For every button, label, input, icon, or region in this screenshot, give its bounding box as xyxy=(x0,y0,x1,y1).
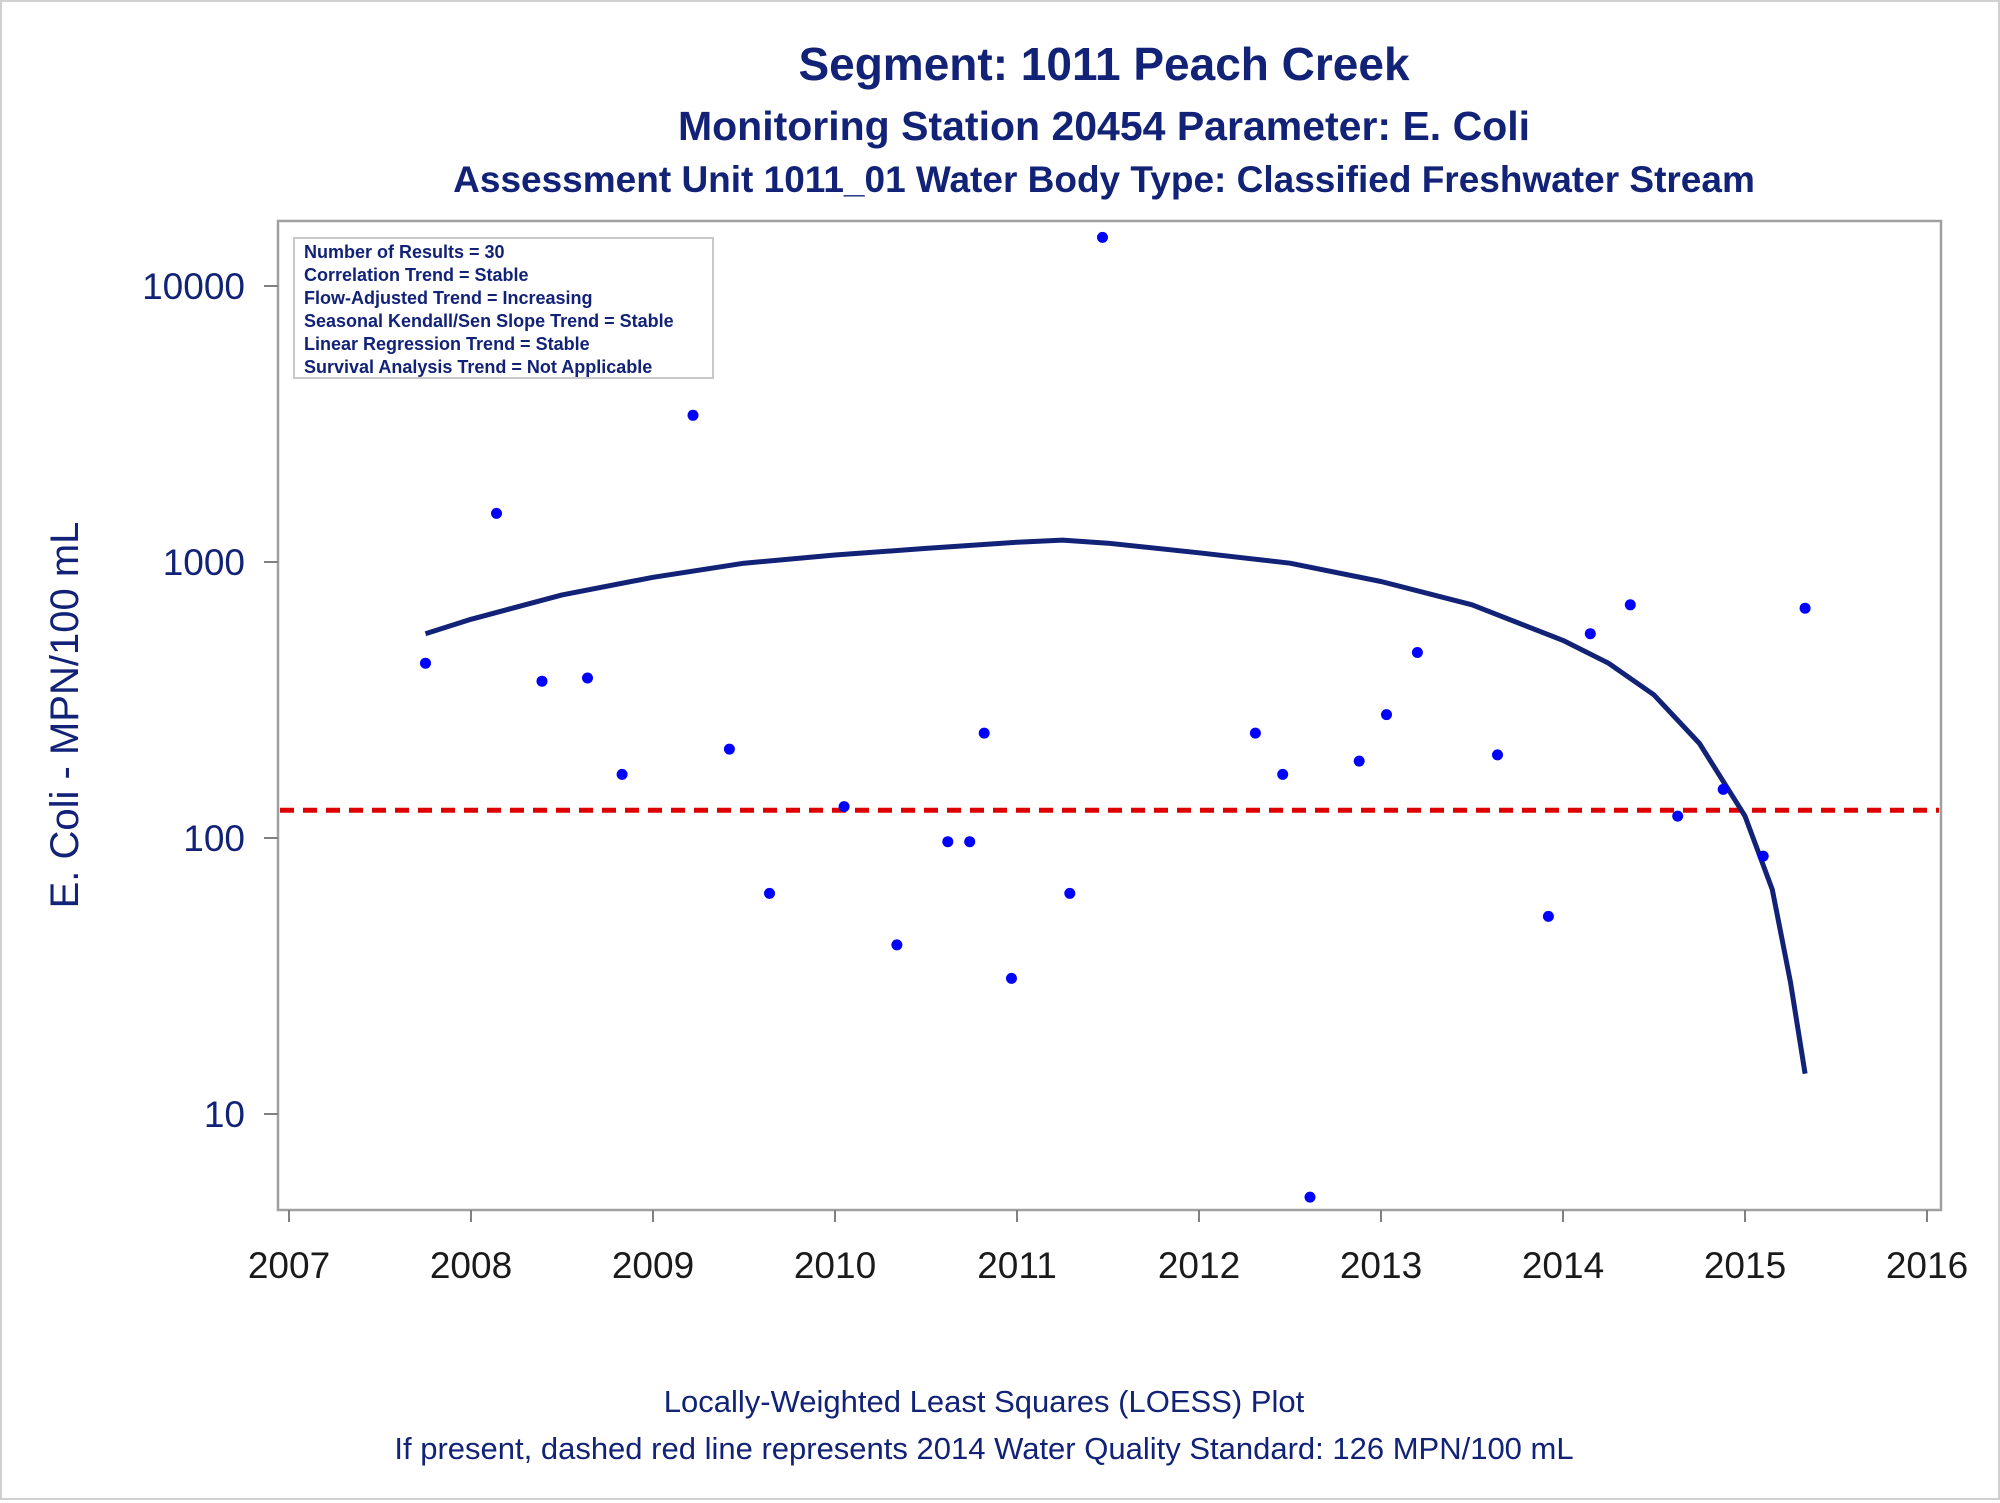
footnote-1: Locally-Weighted Least Squares (LOESS) P… xyxy=(664,1384,1305,1419)
x-tick-label-2008: 2008 xyxy=(430,1245,512,1286)
data-point-23 xyxy=(1492,749,1503,761)
data-point-1 xyxy=(420,657,431,669)
x-tick-label-2016: 2016 xyxy=(1886,1245,1968,1286)
chart-title: Segment: 1011 Peach Creek xyxy=(798,38,1410,90)
plot-area xyxy=(276,219,1943,1212)
loess-line xyxy=(424,537,1808,1075)
stats-line-6: Survival Analysis Trend = Not Applicable xyxy=(304,357,652,377)
stats-box-border xyxy=(293,237,714,379)
x-axis: 2007 2008 2009 2010 2011 2012 2013 2014 2015 2016 xyxy=(248,1210,1968,1286)
data-point-14 xyxy=(1006,972,1017,984)
y-tick-label-10000: 10000 xyxy=(142,266,245,307)
data-point-10 xyxy=(891,939,903,951)
x-tick-label-2010: 2010 xyxy=(794,1245,876,1286)
data-point-6 xyxy=(687,409,699,421)
x-tick-label-2007: 2007 xyxy=(248,1245,330,1286)
data-point-22 xyxy=(1411,647,1423,658)
data-point-20 xyxy=(1353,755,1365,767)
data-point-21 xyxy=(1381,709,1392,721)
data-point-16 xyxy=(1097,231,1108,243)
data-point-9 xyxy=(838,801,850,813)
x-tick-label-2011: 2011 xyxy=(977,1245,1057,1286)
data-point-3 xyxy=(536,675,548,687)
data-point-4 xyxy=(582,672,593,684)
y-tick-label-1000: 1000 xyxy=(163,542,245,583)
data-point-27 xyxy=(1672,810,1684,822)
chart-subtitle-2: Assessment Unit 1011_01 Water Body Type:… xyxy=(453,159,1755,200)
data-point-17 xyxy=(1249,727,1261,739)
data-point-12 xyxy=(964,836,976,848)
data-point-28 xyxy=(1717,783,1729,795)
x-tick-label-2009: 2009 xyxy=(612,1245,694,1286)
y-tick-label-100: 100 xyxy=(183,818,245,859)
x-tick-label-2013: 2013 xyxy=(1340,1245,1422,1286)
series-layer xyxy=(280,231,1939,1203)
stats-line-2: Correlation Trend = Stable xyxy=(304,265,529,285)
data-point-26 xyxy=(1624,599,1636,611)
data-point-15 xyxy=(1064,887,1076,899)
stats-line-5: Linear Regression Trend = Stable xyxy=(304,334,590,354)
data-point-30 xyxy=(1799,602,1811,614)
chart-subtitle: Monitoring Station 20454 Parameter: E. C… xyxy=(678,103,1530,149)
y-axis: 10 100 1000 10000 xyxy=(142,266,278,1135)
y-axis-label: E. Coli - MPN/100 mL xyxy=(43,522,87,909)
data-point-13 xyxy=(978,727,990,739)
x-tick-label-2012: 2012 xyxy=(1158,1245,1240,1286)
stats-line-4: Seasonal Kendall/Sen Slope Trend = Stabl… xyxy=(304,311,674,331)
footnote-2: If present, dashed red line represents 2… xyxy=(394,1431,1573,1466)
x-tick-label-2014: 2014 xyxy=(1522,1245,1604,1286)
data-point-19 xyxy=(1304,1191,1316,1203)
data-point-18 xyxy=(1277,768,1289,780)
data-point-7 xyxy=(723,743,735,755)
data-point-8 xyxy=(764,887,775,899)
data-point-29 xyxy=(1757,850,1769,862)
stats-box: Number of Results = 30 Correlation Trend… xyxy=(293,237,714,379)
x-tick-label-2015: 2015 xyxy=(1704,1245,1786,1286)
stats-line-1: Number of Results = 30 xyxy=(304,242,505,262)
data-point-2 xyxy=(491,507,502,519)
y-tick-label-10: 10 xyxy=(204,1094,245,1135)
data-point-25 xyxy=(1584,628,1596,640)
data-point-24 xyxy=(1542,910,1554,922)
data-point-11 xyxy=(942,836,954,848)
data-point-5 xyxy=(616,768,628,780)
stats-line-3: Flow-Adjusted Trend = Increasing xyxy=(304,288,593,308)
